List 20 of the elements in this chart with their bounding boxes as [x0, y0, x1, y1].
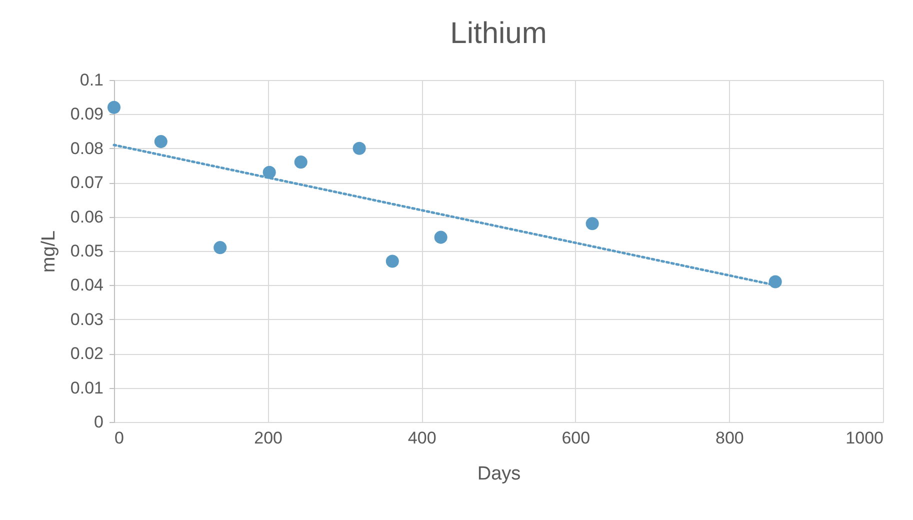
x-axis-title: Days [477, 464, 521, 484]
y-tick-label: 0.02 [70, 344, 104, 364]
y-axis-title: mg/L [38, 230, 60, 273]
y-tick-label: 0.01 [70, 378, 104, 398]
y-tick-label: 0.04 [70, 276, 104, 295]
y-tick-label: 0.09 [70, 104, 104, 124]
x-tick-label: 600 [562, 428, 590, 448]
y-tick-label: 0.06 [70, 207, 104, 226]
y-tick-label: 0.03 [70, 310, 104, 329]
x-tick-label: 400 [408, 428, 436, 448]
chart-title: Lithium [450, 17, 547, 50]
x-tick-label: 0 [114, 428, 124, 448]
y-tick-label: 0.08 [70, 138, 104, 158]
x-tick-label: 800 [716, 428, 744, 448]
y-tick-label: 0.05 [70, 242, 104, 260]
y-tick-label: 0 [94, 412, 104, 432]
x-tick-label: 200 [254, 428, 282, 448]
y-tick-label: 0.07 [70, 173, 104, 192]
y-tick-label: 0.1 [80, 70, 104, 90]
x-tick-label: 1000 [846, 428, 884, 448]
